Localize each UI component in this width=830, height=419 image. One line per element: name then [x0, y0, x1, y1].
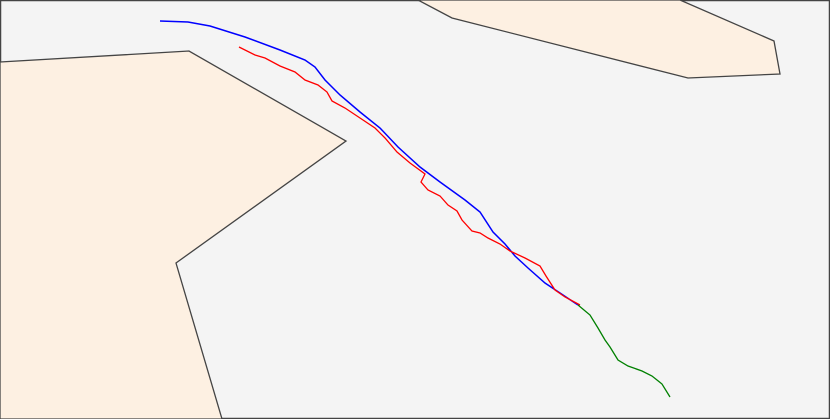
track-red: [238, 46, 581, 306]
landmass-west: [0, 50, 348, 419]
landmass-north: [417, 0, 781, 79]
track-blue: [159, 20, 579, 306]
track-green: [577, 304, 671, 398]
